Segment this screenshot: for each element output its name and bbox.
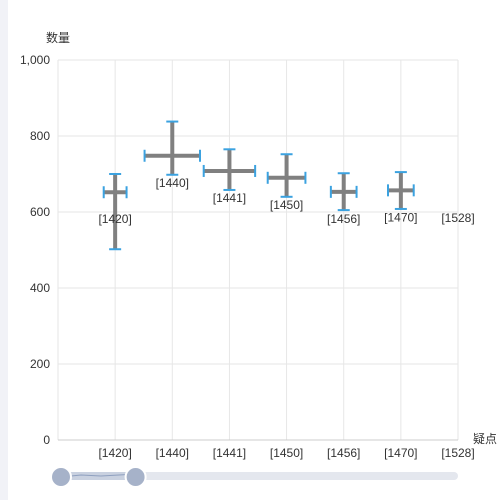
error-bar-cross: [1420] xyxy=(98,173,132,251)
data-zoom-slider[interactable] xyxy=(50,466,458,488)
error-bar-cross: [1450] xyxy=(266,153,307,212)
y-tick-label: 800 xyxy=(30,129,50,143)
data-label: [1450] xyxy=(270,198,303,212)
data-label: [1456] xyxy=(327,212,360,226)
data-label: [1470] xyxy=(384,210,417,224)
error-bar-cross: [1441] xyxy=(202,148,257,205)
y-tick-label: 0 xyxy=(43,433,50,447)
y-tick-label: 1,000 xyxy=(20,53,50,67)
y-axis-title: 数量 xyxy=(46,30,70,45)
data-label: [1441] xyxy=(213,191,246,205)
y-tick-label: 400 xyxy=(30,281,50,295)
y-axis: 0 200 400 600 800 1,000 xyxy=(20,53,50,447)
data-label: [1420] xyxy=(98,212,131,226)
zoom-end-handle[interactable] xyxy=(124,466,147,488)
error-bar-cross: [1456] xyxy=(327,172,360,226)
error-bar-cross: [1470] xyxy=(384,171,418,224)
data-label: [1440] xyxy=(156,176,189,190)
y-tick-label: 600 xyxy=(30,205,50,219)
grid-lines xyxy=(57,59,459,441)
data-marks: [1420] [1440] [1441] [1450] [1456] [1470] [152… xyxy=(98,120,475,251)
x-tick-label: [1456] xyxy=(327,446,360,460)
x-tick-label: [1440] xyxy=(156,446,189,460)
data-label: [1528] xyxy=(441,211,474,225)
error-bar-cross: [1440] xyxy=(143,120,201,190)
x-axis: [1420] [1440] [1441] [1450] [1456] [1470] [152… xyxy=(58,439,475,460)
x-tick-label: [1420] xyxy=(98,446,131,460)
x-tick-label: [1470] xyxy=(384,446,417,460)
y-tick-label: 200 xyxy=(30,357,50,371)
x-axis-title: 疑点 xyxy=(473,431,497,446)
zoom-track[interactable] xyxy=(55,472,458,480)
error-bar-cross: [1528] xyxy=(441,211,474,225)
page-left-strip xyxy=(0,0,8,500)
x-tick-label: [1441] xyxy=(213,446,246,460)
x-tick-label: [1450] xyxy=(270,446,303,460)
zoom-start-handle[interactable] xyxy=(50,466,72,488)
x-tick-label: [1528] xyxy=(441,446,474,460)
